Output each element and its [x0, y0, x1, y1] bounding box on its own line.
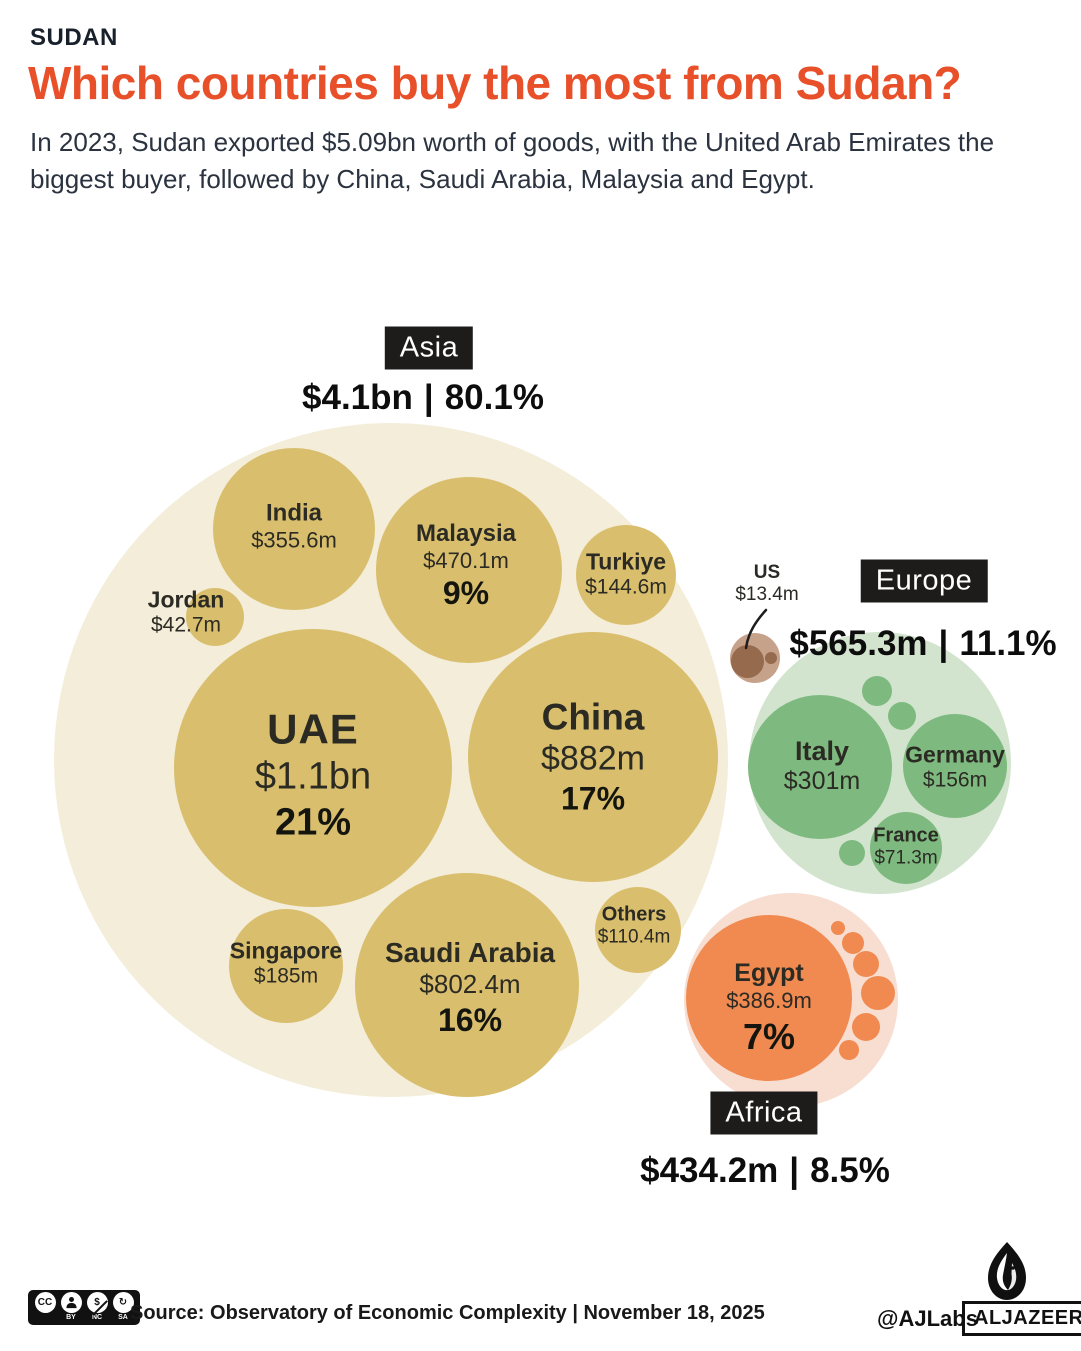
bubble-turkiye [576, 525, 676, 625]
label-others: Others $110.4m [597, 903, 671, 948]
separator: | [789, 1151, 800, 1190]
separator: | [423, 378, 434, 417]
label-us: US $13.4m [735, 561, 799, 605]
nc-dollar-icon: $ [86, 1292, 108, 1313]
bubble-italy [748, 695, 892, 839]
bubble-france [870, 812, 942, 884]
label-egypt: Egypt $386.9m 7% [726, 958, 812, 1057]
asia-total-share: 80.1% [444, 378, 544, 417]
bubble-europe-small-2 [888, 702, 916, 730]
europe-region-tag: Europe [860, 559, 988, 603]
europe-total-value: $565.3m [789, 624, 928, 663]
africa-region-total: $434.2m | 8.5% [640, 1151, 890, 1191]
bubble-others [595, 887, 681, 973]
bubble-us-dot [765, 652, 777, 664]
bubble-europe-small-1 [862, 676, 892, 706]
bubble-europe-small-3 [839, 840, 865, 866]
africa-region-tag: Africa [710, 1091, 818, 1135]
sa-arrow-icon: ↻ [112, 1292, 134, 1313]
label-jordan: Jordan $42.7m [147, 586, 225, 637]
bubble-singapore [229, 909, 343, 1023]
bubble-egypt [686, 915, 852, 1081]
aljazeera-wordmark: ALJAZEERA [962, 1301, 1081, 1336]
bubble-us [731, 645, 764, 678]
label-india: India $355.6m [251, 499, 337, 553]
africa-total-value: $434.2m [640, 1151, 779, 1190]
label-saudi-arabia: Saudi Arabia $802.4m 16% [384, 937, 556, 1038]
label-france: France $71.3m [873, 824, 939, 869]
cc-license-badge: CC BY $ NC ↻ SA [28, 1290, 140, 1325]
asia-region-total: $4.1bn | 80.1% [302, 378, 544, 418]
kicker: SUDAN [30, 24, 118, 51]
subtitle: In 2023, Sudan exported $5.09bn worth of… [30, 127, 995, 194]
label-italy: Italy $301m [783, 735, 861, 796]
label-china: China $882m 17% [541, 696, 645, 817]
bubble-africa-small-1 [831, 921, 845, 935]
bubble-germany [903, 714, 1007, 818]
label-singapore: Singapore $185m [229, 937, 343, 988]
label-turkiye: Turkiye $144.6m [585, 548, 667, 599]
bubble-uae [174, 629, 452, 907]
by-label: BY [66, 1314, 76, 1321]
separator: | [938, 624, 949, 663]
bubble-africa-small-6 [839, 1040, 859, 1060]
europe-region-total: $565.3m | 11.1% [789, 624, 1056, 664]
sa-label: SA [118, 1314, 128, 1321]
asia-total-value: $4.1bn [302, 378, 413, 417]
bubble-china [468, 632, 718, 882]
asia-region-tag: Asia [384, 326, 474, 370]
europe-total-share: 11.1% [959, 624, 1057, 663]
nc-label: NC [91, 1314, 103, 1321]
bubble-africa-small-3 [853, 951, 879, 977]
bubble-jordan [186, 588, 244, 646]
africa-total-share: 8.5% [810, 1151, 890, 1190]
bubble-india [213, 448, 375, 610]
aljazeera-logo-icon [988, 1242, 1026, 1300]
cc-icon: CC [34, 1292, 56, 1313]
bubble-malaysia [376, 477, 562, 663]
ajlabs-credit: @AJLabs [877, 1306, 978, 1331]
bubble-africa-small-2 [842, 932, 864, 954]
bubble-africa-small-4 [861, 976, 895, 1010]
bubble-saudi-arabia [355, 873, 579, 1097]
label-germany: Germany $156m [905, 741, 1005, 792]
source-credit: Source: Observatory of Economic Complexi… [130, 1302, 765, 1324]
label-malaysia: Malaysia $470.1m 9% [415, 519, 517, 612]
label-uae: UAE $1.1bn 21% [254, 705, 372, 844]
bubble-africa-small-5 [852, 1013, 880, 1041]
page-title: Which countries buy the most from Sudan? [28, 57, 962, 109]
by-person-icon [60, 1292, 82, 1313]
